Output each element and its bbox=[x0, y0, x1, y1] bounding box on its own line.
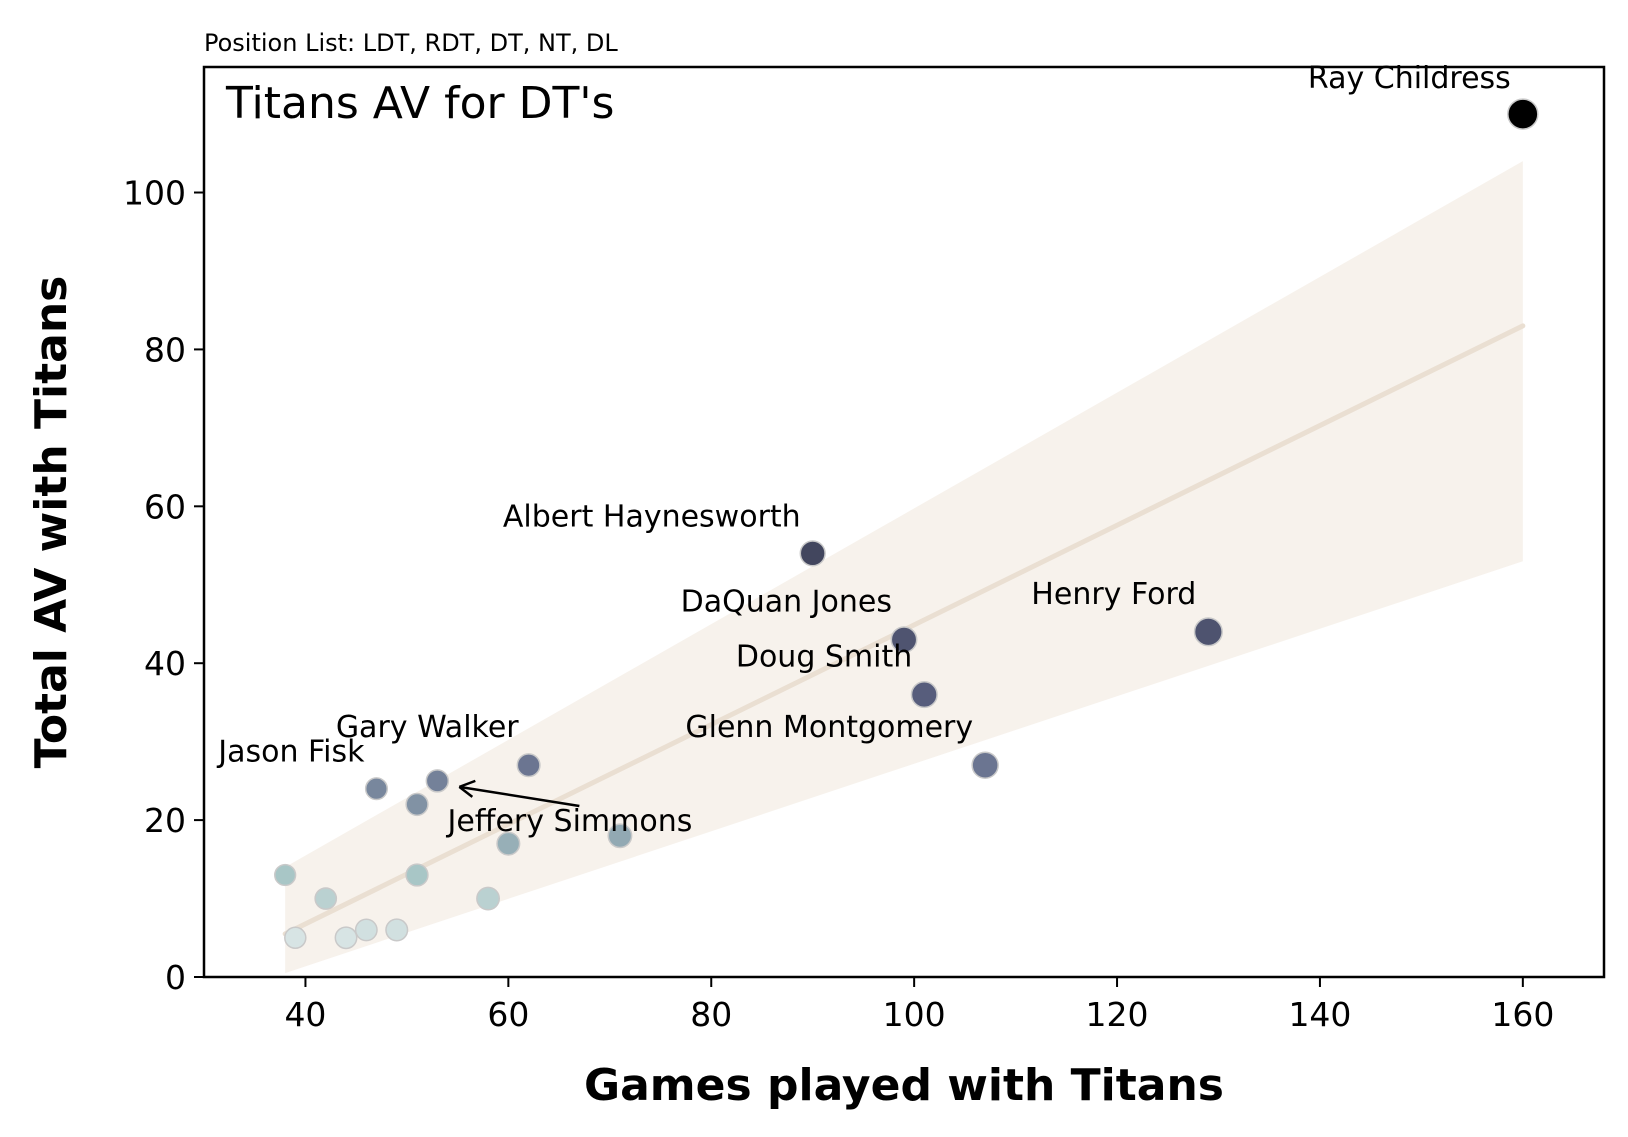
data-point bbox=[314, 887, 338, 910]
x-tick-label: 60 bbox=[487, 995, 529, 1034]
x-tick-label: 140 bbox=[1288, 995, 1351, 1034]
point-label: Henry Ford bbox=[1031, 577, 1196, 612]
x-tick-label: 100 bbox=[883, 995, 946, 1034]
data-point bbox=[516, 753, 541, 778]
data-point bbox=[1193, 617, 1223, 647]
data-point bbox=[284, 926, 307, 950]
data-point bbox=[890, 626, 918, 654]
annotation-arrow bbox=[459, 785, 580, 808]
data-point bbox=[607, 823, 633, 849]
y-axis-title: Total AV with Titans bbox=[26, 276, 77, 769]
data-point bbox=[405, 792, 429, 817]
data-point bbox=[405, 863, 429, 887]
y-axis: 0 20 40 60 80 100 bbox=[123, 174, 204, 997]
y-tick-label: 0 bbox=[165, 958, 186, 997]
x-axis-title: Games played with Titans bbox=[584, 1060, 1224, 1111]
y-tick-label: 40 bbox=[144, 644, 186, 683]
data-point bbox=[385, 918, 409, 942]
x-tick-label: 160 bbox=[1491, 995, 1554, 1034]
point-label: Jeffery Simmons bbox=[445, 804, 692, 839]
data-point bbox=[334, 926, 358, 950]
point-label: Glenn Montgomery bbox=[685, 710, 973, 745]
data-point bbox=[1507, 98, 1539, 130]
plot-frame bbox=[202, 65, 1606, 979]
data-point bbox=[910, 681, 938, 709]
data-point bbox=[364, 777, 389, 801]
point-label: Gary Walker bbox=[336, 710, 519, 745]
chart-title: Titans AV for DT's bbox=[225, 78, 614, 129]
annotation-arrowhead bbox=[458, 779, 476, 798]
x-tick-label: 80 bbox=[690, 995, 732, 1034]
chart-subtitle: Position List: LDT, RDT, DT, NT, DL bbox=[204, 29, 618, 57]
data-point bbox=[425, 769, 450, 793]
y-tick-label: 100 bbox=[123, 174, 186, 213]
x-axis: 40 60 80 100 120 140 160 bbox=[284, 977, 1554, 1034]
y-tick-label: 60 bbox=[144, 487, 186, 526]
data-point bbox=[799, 540, 826, 567]
point-label: Doug Smith bbox=[736, 640, 912, 675]
point-label: DaQuan Jones bbox=[681, 585, 892, 620]
point-label: Jason Fisk bbox=[216, 735, 365, 770]
x-tick-label: 120 bbox=[1086, 995, 1149, 1034]
data-point bbox=[496, 831, 521, 856]
data-point bbox=[971, 751, 999, 779]
point-label: Albert Haynesworth bbox=[503, 499, 801, 534]
confidence-band bbox=[285, 161, 1523, 974]
y-tick-label: 80 bbox=[144, 330, 186, 369]
x-tick-label: 40 bbox=[284, 995, 326, 1034]
y-tick-label: 20 bbox=[144, 801, 186, 840]
data-point bbox=[476, 886, 501, 911]
data-point bbox=[354, 918, 378, 942]
data-point bbox=[274, 863, 297, 887]
